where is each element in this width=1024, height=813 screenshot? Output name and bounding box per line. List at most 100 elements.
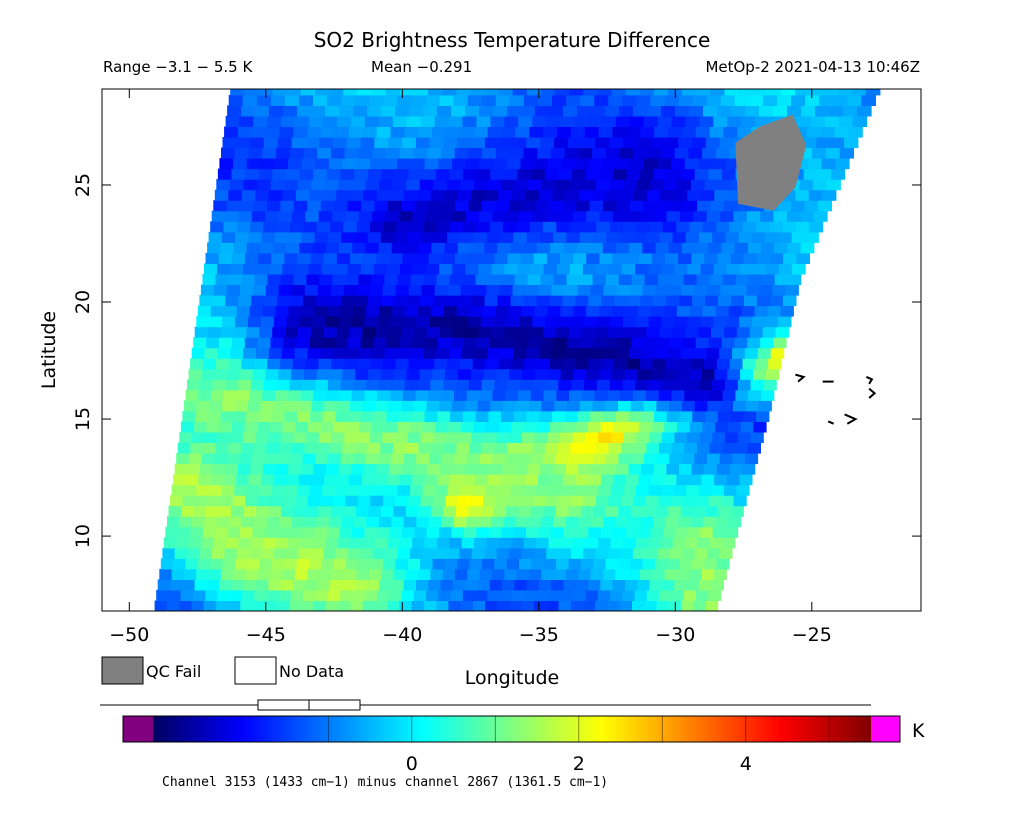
swath-cell <box>452 579 466 591</box>
swath-cell <box>382 284 397 296</box>
swath-cell <box>537 358 551 370</box>
swath-cell <box>548 589 562 601</box>
plot-frame <box>101 88 922 612</box>
swath-cell <box>626 421 640 433</box>
swath-cell <box>251 295 265 307</box>
swath-cell <box>230 347 244 359</box>
swath-cell <box>592 231 607 243</box>
swath-cell <box>206 505 220 517</box>
swath-cell <box>543 389 557 401</box>
swath-cell <box>217 168 233 180</box>
swath-cell <box>621 442 635 454</box>
colorbar-tick-label: 2 <box>573 753 585 775</box>
swath-cell <box>308 263 323 275</box>
swath-cell <box>438 337 452 349</box>
range-slider-handle-left[interactable] <box>257 699 310 711</box>
swath-cell <box>758 400 772 412</box>
swath-cell <box>340 589 354 601</box>
colorbar-segment <box>711 716 716 742</box>
swath-cell <box>542 453 556 465</box>
swath-cell <box>712 231 727 243</box>
swath-cell <box>460 600 474 611</box>
swath-cell <box>309 484 323 496</box>
swath-cell <box>636 94 652 106</box>
swath-cell <box>428 252 443 264</box>
swath-cell <box>704 558 718 570</box>
swath-cell <box>257 179 272 191</box>
swath-cell <box>358 147 373 159</box>
range-slider-handle-right[interactable] <box>308 699 361 711</box>
swath-cell <box>407 431 422 443</box>
swath-cell <box>644 337 658 349</box>
swath-cell <box>543 126 558 138</box>
swath-cell <box>510 295 525 307</box>
no-data-label: No Data <box>279 662 344 681</box>
swath-cell <box>300 537 314 549</box>
swath-cell <box>577 284 592 296</box>
colorbar-segment <box>324 716 330 742</box>
swath-cell <box>576 242 591 254</box>
swath-cell <box>225 537 239 549</box>
swath-cell <box>322 337 336 349</box>
swath-cell <box>551 579 565 591</box>
swath-cell <box>236 474 250 486</box>
swath-cell <box>452 158 467 170</box>
swath-cell <box>349 326 364 338</box>
swath-cell <box>796 221 810 233</box>
swath-cell <box>364 316 378 328</box>
swath-cell <box>635 316 650 328</box>
swath-cell <box>344 568 357 580</box>
swath-cell <box>413 400 428 412</box>
swath-cell <box>558 316 572 328</box>
swath-cell <box>701 368 716 380</box>
swath-cell <box>228 273 243 285</box>
swath-cell <box>787 273 802 285</box>
swath-cell <box>514 179 529 191</box>
swath-cell <box>452 210 467 222</box>
swath-cell <box>530 263 545 275</box>
swath-cell <box>778 231 793 243</box>
swath-cell <box>236 389 250 401</box>
swath-cell <box>179 600 192 611</box>
swath-cell <box>444 558 458 570</box>
swath-cell <box>709 273 724 285</box>
swath-cell <box>367 231 382 243</box>
swath-cell <box>627 568 641 580</box>
swath-cell <box>168 505 182 517</box>
swath-cell <box>286 89 302 96</box>
swath-cell <box>659 589 673 601</box>
swath-cell <box>317 442 331 454</box>
coastline <box>868 387 877 399</box>
swath-cell <box>420 115 436 127</box>
swath-cell <box>633 326 648 338</box>
swath-cell <box>359 421 373 433</box>
swath-cell <box>359 484 374 496</box>
swath-cell <box>416 316 430 328</box>
swath-cell <box>304 516 318 528</box>
swath-cell <box>526 410 540 422</box>
swath-cell <box>340 453 354 465</box>
swath-cell <box>246 242 261 254</box>
swath-cell <box>610 431 625 443</box>
swath-cell <box>405 505 419 517</box>
swath-cell <box>294 568 308 580</box>
swath-cell <box>714 474 728 486</box>
swath-cell <box>179 516 193 528</box>
swath-cell <box>584 316 598 328</box>
swath-cell <box>728 516 742 528</box>
qc-fail-swatch <box>101 656 144 685</box>
swath-cell <box>478 516 492 528</box>
swath-cell <box>240 600 254 611</box>
swath-cell <box>649 221 664 233</box>
swath-cell <box>455 568 468 580</box>
colorbar-segment <box>667 716 673 742</box>
swath-cell <box>716 358 731 370</box>
swath-cell <box>861 94 876 106</box>
swath-cell <box>458 495 472 507</box>
swath-cell <box>695 242 709 254</box>
swath-cell <box>709 537 723 549</box>
swath-cell <box>351 316 365 328</box>
swath-cell <box>546 115 561 127</box>
swath-cell <box>580 453 594 465</box>
